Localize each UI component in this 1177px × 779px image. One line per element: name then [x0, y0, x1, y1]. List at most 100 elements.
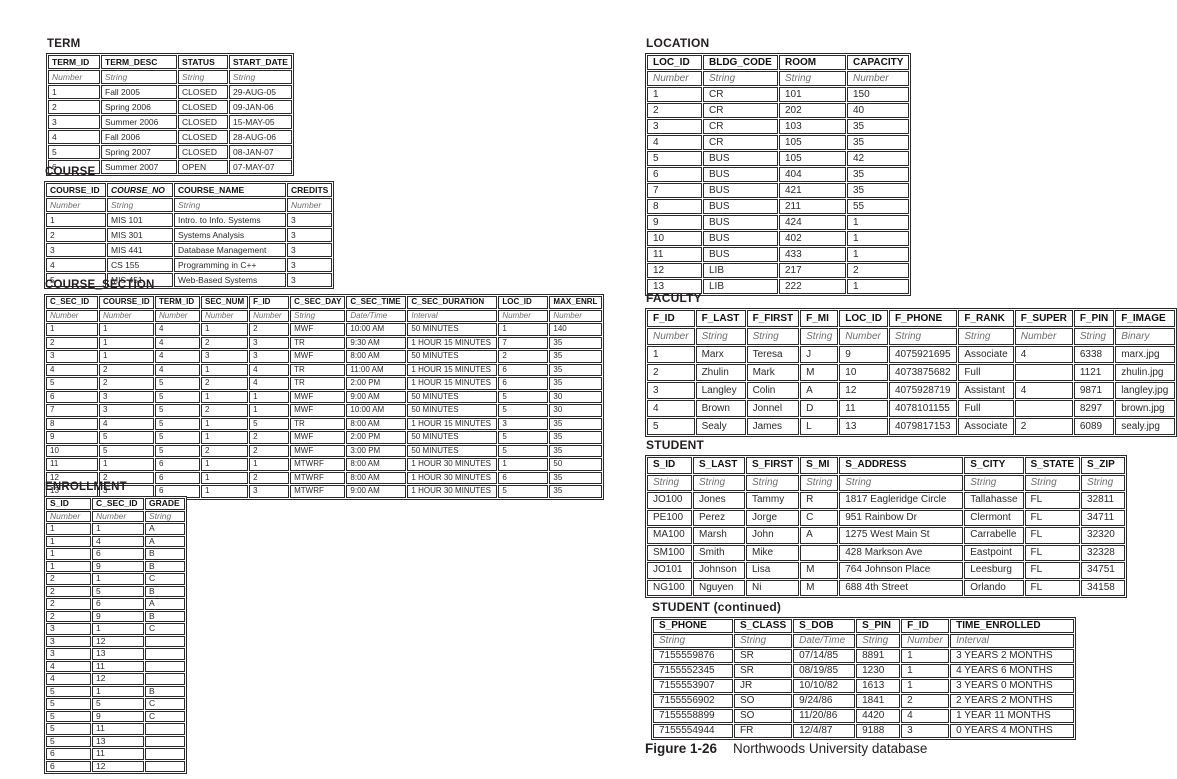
data-cell: 7: [647, 183, 702, 198]
data-cell: 4: [155, 336, 200, 349]
data-cell: 1: [46, 535, 91, 547]
data-cell: Spring 2006: [101, 100, 177, 114]
data-cell: 4075928719: [888, 382, 958, 399]
data-row: 5 11: [46, 723, 185, 735]
data-cell: 08/19/85: [793, 664, 856, 678]
data-cell: 10:00 AM: [346, 323, 407, 336]
data-cell: MWF: [290, 390, 346, 403]
data-cell: CR: [703, 119, 778, 134]
data-row: 2 Spring 2006 CLOSED 09-JAN-06: [48, 100, 292, 114]
data-cell: [145, 723, 185, 735]
data-cell: 1841: [856, 694, 901, 708]
data-cell: B: [145, 560, 185, 572]
location-table-title: LOCATION: [646, 36, 710, 50]
header-cell: CAPACITY: [847, 55, 910, 70]
header-cell: LOC_ID: [647, 55, 702, 70]
data-cell: CS 155: [107, 258, 173, 272]
data-cell: zhulin.jpg: [1115, 364, 1175, 381]
data-cell: Mark: [746, 364, 800, 381]
data-cell: 35: [549, 431, 603, 444]
data-cell: 4420: [856, 709, 901, 723]
data-row: SM100 Smith Mike 428 Markson Ave Eastpoint FL…: [647, 544, 1126, 561]
data-cell: 10: [839, 364, 888, 381]
data-cell: 5: [155, 404, 200, 417]
type-cell: String: [145, 510, 185, 522]
header-cell: START_DATE: [229, 55, 292, 69]
header-cell: COURSE_ID: [46, 183, 106, 197]
type-cell: String: [800, 328, 839, 345]
header-cell: F_IMAGE: [1115, 310, 1175, 327]
type-row: Number String String Number: [647, 71, 910, 86]
header-cell: SEC_NUM: [201, 296, 249, 309]
data-cell: 40: [847, 103, 910, 118]
data-cell: 688 4th Street: [839, 579, 964, 596]
data-cell: Summer 2007: [101, 160, 177, 174]
data-cell: 3: [201, 350, 249, 363]
data-cell: A: [145, 535, 185, 547]
data-cell: 3: [647, 382, 695, 399]
data-cell: Associate: [958, 418, 1014, 435]
data-cell: 35: [847, 167, 910, 182]
data-cell: 5: [155, 377, 200, 390]
data-cell: 1 HOUR 15 MINUTES: [407, 336, 498, 349]
data-cell: MTWRF: [290, 485, 346, 498]
data-row: 6 Summer 2007 OPEN 07-MAY-07: [48, 160, 292, 174]
data-cell: 4: [901, 709, 950, 723]
data-cell: Full: [958, 364, 1014, 381]
student-table-title: STUDENT: [646, 438, 705, 452]
data-row: NG100 Nguyen Ni M 688 4th Street Orlando FL 341…: [647, 579, 1126, 596]
data-cell: Langley: [695, 382, 746, 399]
data-cell: Brown: [695, 400, 746, 417]
type-row: String String String String String String Stri…: [647, 474, 1126, 491]
data-cell: 5: [46, 685, 91, 697]
data-cell: Zhulin: [695, 364, 746, 381]
data-cell: 3: [249, 485, 290, 498]
data-cell: 12: [92, 760, 144, 772]
data-cell: 35: [549, 444, 603, 457]
data-cell: A: [800, 527, 839, 544]
data-cell: Colin: [746, 382, 800, 399]
data-cell: Carrabelle: [964, 527, 1024, 544]
data-cell: 5: [498, 431, 549, 444]
type-cell: String: [703, 71, 778, 86]
header-cell: S_DOB: [793, 619, 856, 633]
data-cell: 2: [99, 377, 154, 390]
data-cell: 1: [847, 279, 910, 294]
data-cell: 1: [46, 213, 106, 227]
data-cell: 2: [48, 100, 100, 114]
data-cell: 1: [847, 231, 910, 246]
data-row: 13 LIB 222 1: [647, 279, 910, 294]
data-cell: 1: [92, 685, 144, 697]
data-cell: 5: [155, 431, 200, 444]
data-cell: 29-AUG-05: [229, 85, 292, 99]
type-cell: String: [653, 634, 733, 648]
data-row: 4 12: [46, 673, 185, 685]
data-cell: 1: [201, 323, 249, 336]
data-row: 3 12: [46, 635, 185, 647]
data-row: 5 Spring 2007 CLOSED 08-JAN-07: [48, 145, 292, 159]
data-cell: 3: [46, 243, 106, 257]
data-cell: 9:00 AM: [346, 485, 407, 498]
data-cell: FL: [1024, 492, 1081, 509]
data-cell: 1: [201, 458, 249, 471]
data-cell: 2: [99, 471, 154, 484]
data-cell: B: [145, 610, 185, 622]
data-cell: 2:00 PM: [346, 377, 407, 390]
data-row: 5 BUS 105 42: [647, 151, 910, 166]
data-row: 1 Fall 2005 CLOSED 29-AUG-05: [48, 85, 292, 99]
course-section-table-group: COURSE_SECTION C_SEC_ID COURSE_ID TERM_ID S…: [44, 279, 605, 500]
data-row: 3 MIS 441 Database Management 3: [46, 243, 333, 257]
data-cell: 3: [249, 350, 290, 363]
data-cell: SR: [734, 664, 793, 678]
data-cell: 8:00 AM: [346, 417, 407, 430]
data-cell: 1: [201, 363, 249, 376]
data-cell: 3: [647, 119, 702, 134]
enrollment-table-group: ENROLLMENT S_ID C_SEC_ID GRADE Number Number…: [44, 481, 187, 774]
data-cell: MWF: [290, 431, 346, 444]
data-cell: Lisa: [746, 562, 800, 579]
data-row: 4 CR 105 35: [647, 135, 910, 150]
data-cell: A: [145, 523, 185, 535]
data-cell: MTWRF: [290, 471, 346, 484]
data-cell: OPEN: [178, 160, 228, 174]
